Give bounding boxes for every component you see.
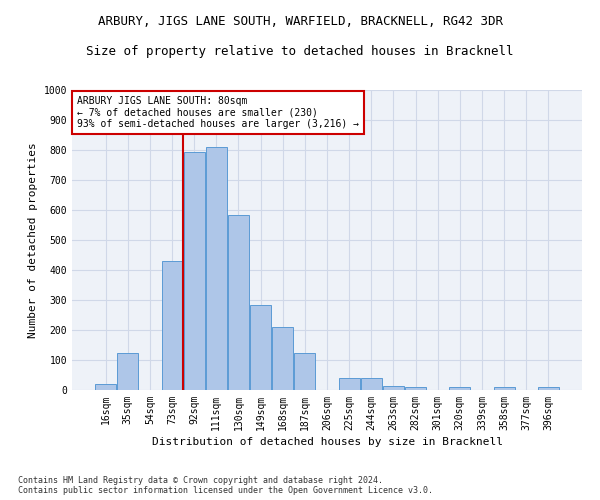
X-axis label: Distribution of detached houses by size in Bracknell: Distribution of detached houses by size … bbox=[151, 437, 503, 447]
Text: ARBURY JIGS LANE SOUTH: 80sqm
← 7% of detached houses are smaller (230)
93% of s: ARBURY JIGS LANE SOUTH: 80sqm ← 7% of de… bbox=[77, 96, 359, 129]
Bar bbox=[272, 327, 293, 390]
Bar bbox=[250, 304, 271, 390]
Text: Size of property relative to detached houses in Bracknell: Size of property relative to detached ho… bbox=[86, 45, 514, 58]
Bar bbox=[383, 386, 404, 390]
Text: Contains HM Land Registry data © Crown copyright and database right 2024.
Contai: Contains HM Land Registry data © Crown c… bbox=[18, 476, 433, 495]
Bar bbox=[118, 352, 139, 390]
Bar bbox=[338, 378, 359, 390]
Bar bbox=[449, 387, 470, 390]
Bar bbox=[184, 152, 205, 390]
Text: ARBURY, JIGS LANE SOUTH, WARFIELD, BRACKNELL, RG42 3DR: ARBURY, JIGS LANE SOUTH, WARFIELD, BRACK… bbox=[97, 15, 503, 28]
Bar bbox=[361, 378, 382, 390]
Bar bbox=[295, 352, 316, 390]
Y-axis label: Number of detached properties: Number of detached properties bbox=[28, 142, 38, 338]
Bar bbox=[538, 387, 559, 390]
Bar bbox=[161, 261, 182, 390]
Bar bbox=[228, 214, 249, 390]
Bar bbox=[405, 387, 426, 390]
Bar bbox=[494, 387, 515, 390]
Bar bbox=[206, 147, 227, 390]
Bar bbox=[95, 384, 116, 390]
